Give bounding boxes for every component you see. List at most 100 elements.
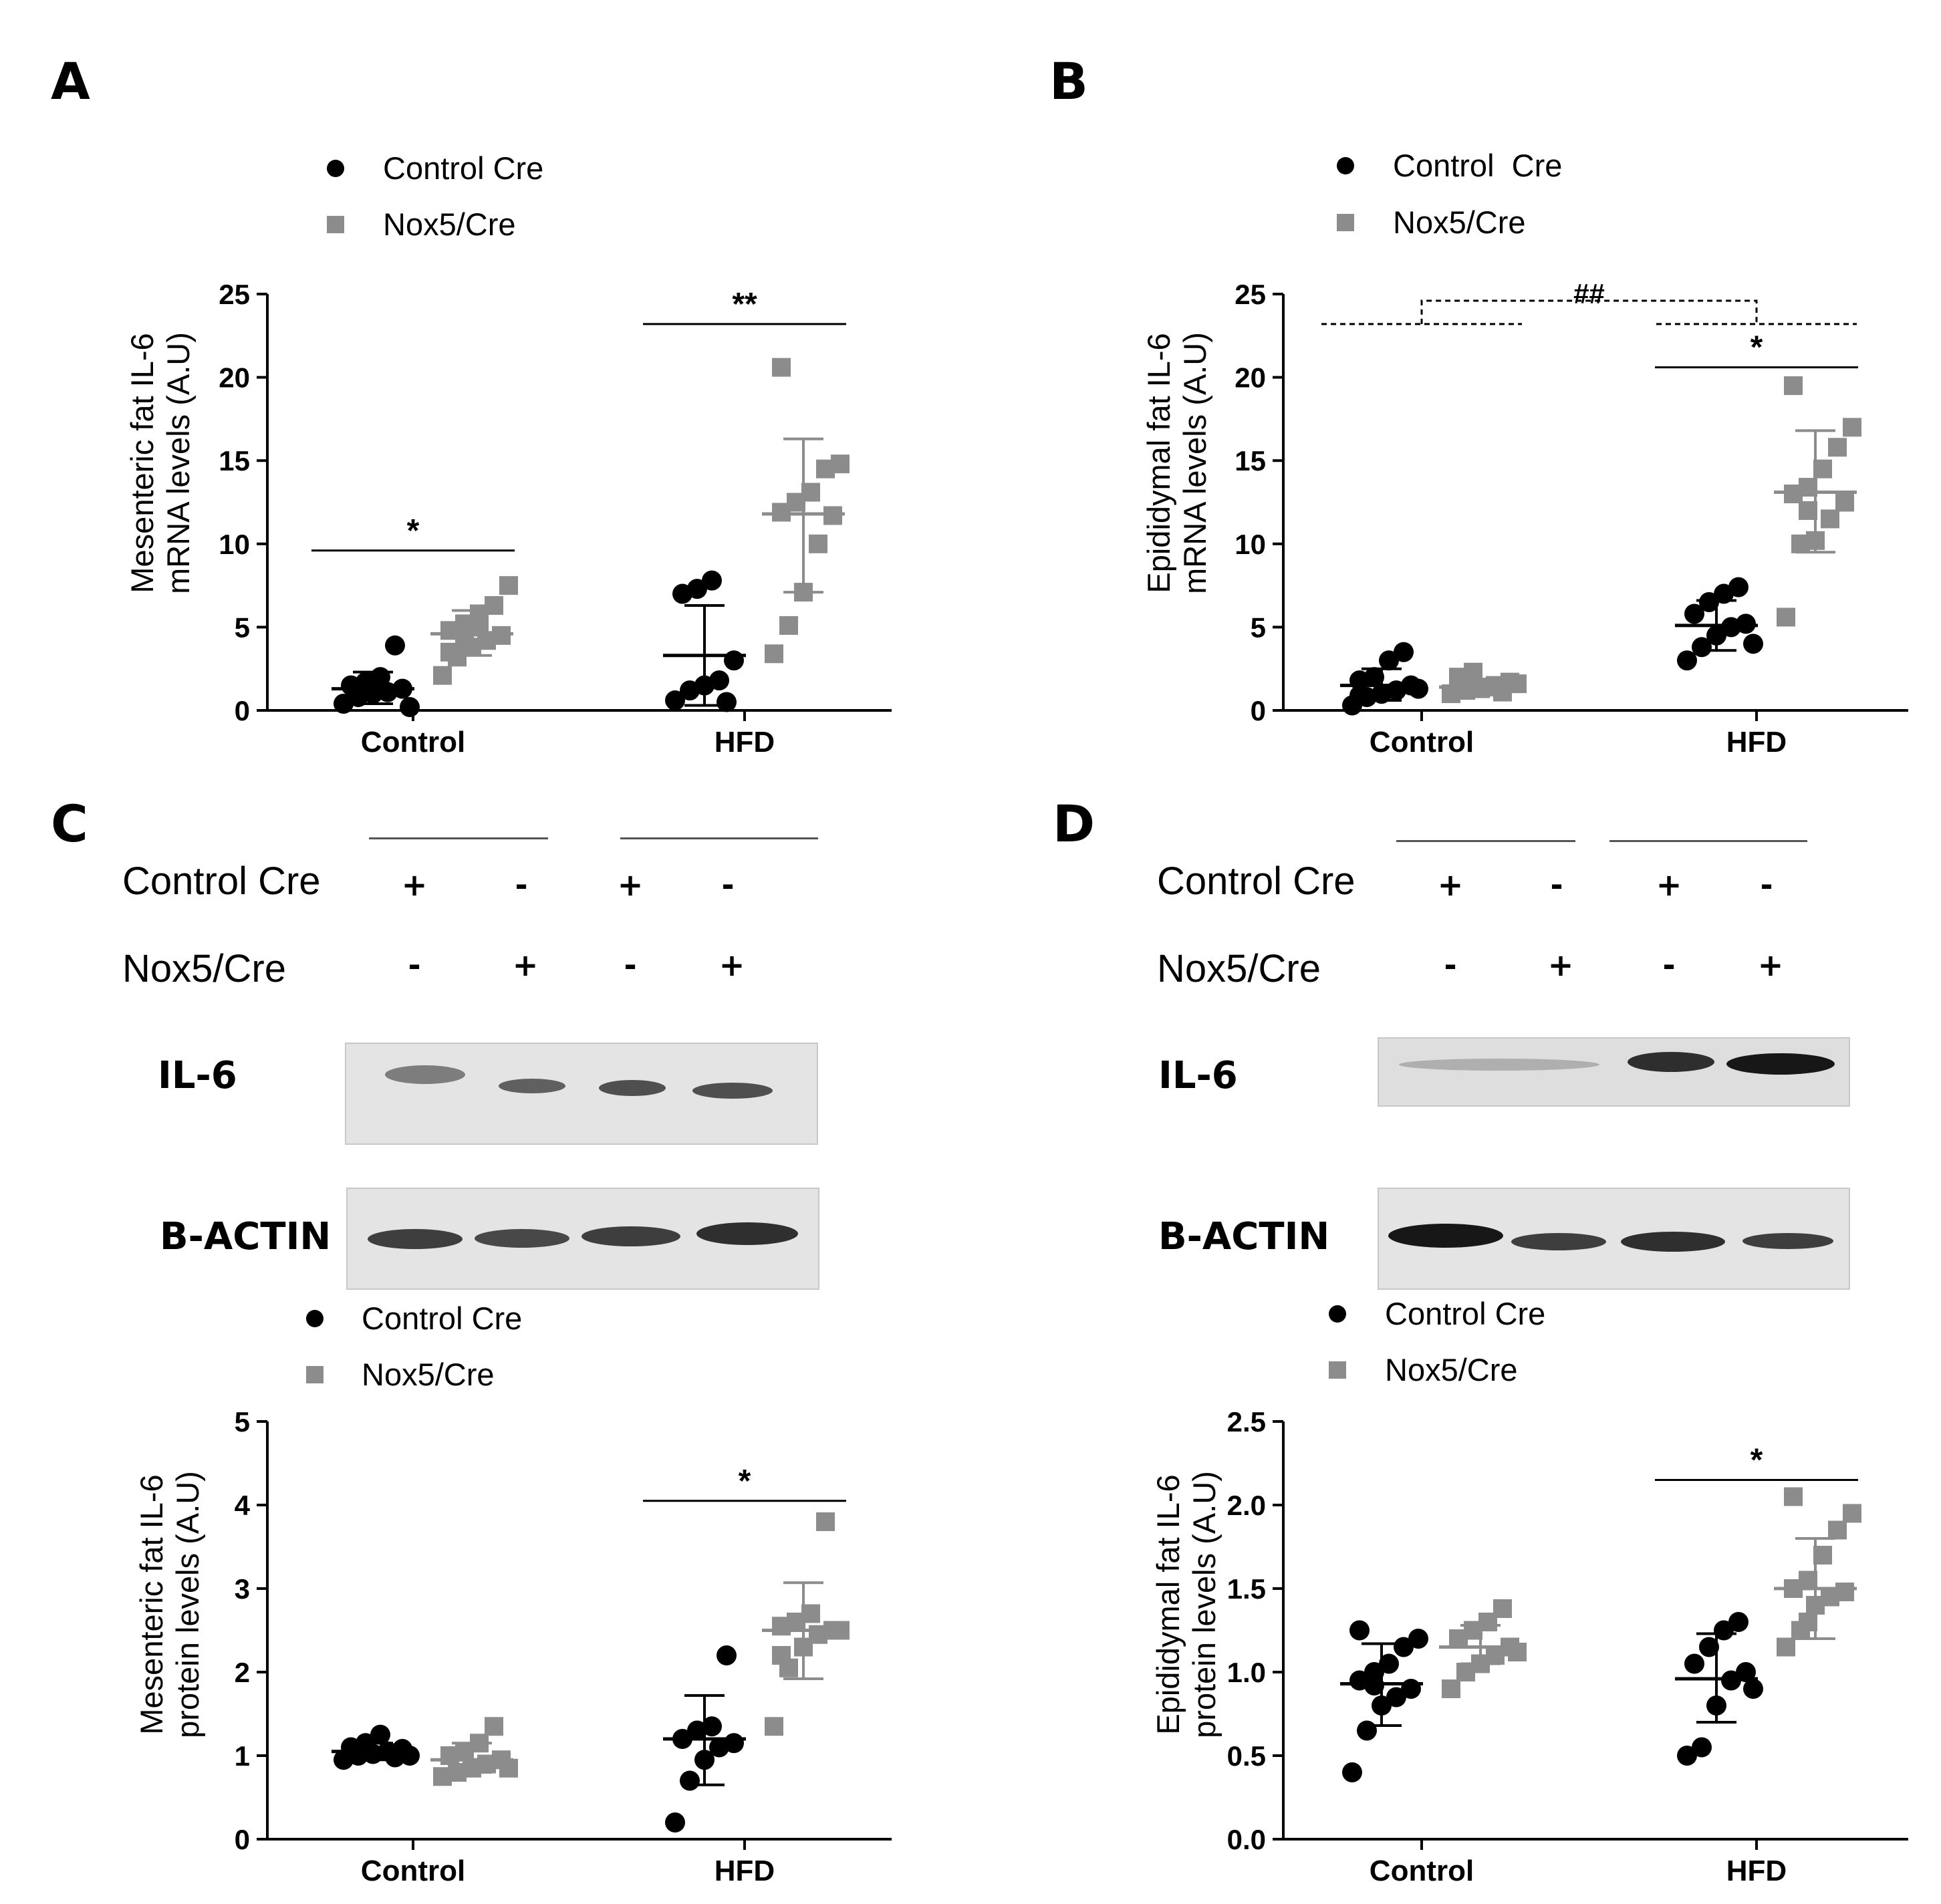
sign: + [617, 867, 644, 903]
data-point-nox5-cre [1777, 607, 1795, 627]
panel-label-d: D [1053, 794, 1095, 853]
y-tick-label: 2.5 [1227, 1406, 1266, 1438]
row-label-nox5-cre: Nox5/Cre [1157, 947, 1321, 990]
legend-marker-nox [327, 216, 344, 233]
band [385, 1065, 465, 1084]
legend-label-nox: Nox5/Cre [1385, 1352, 1518, 1387]
y-tick-label: 5 [235, 1406, 250, 1438]
data-point-control-cre [1677, 650, 1697, 671]
y-tick-label: 3 [235, 1573, 250, 1605]
band [1742, 1233, 1833, 1249]
y-tick-label: 20 [1235, 362, 1266, 394]
data-point-nox5-cre [1835, 1583, 1854, 1601]
data-point-nox5-cre [1821, 509, 1839, 529]
y-tick-label: 5 [235, 611, 250, 643]
data-point-control-cre [1408, 678, 1428, 699]
legend-label-control: Control Cre [1385, 1296, 1546, 1331]
band [1726, 1053, 1835, 1075]
data-point-nox5-cre [779, 616, 798, 635]
data-point-control-cre [702, 570, 722, 591]
data-point-control-cre [1357, 1720, 1377, 1741]
data-point-control-cre [724, 650, 744, 671]
x-tick-label: Control [1370, 726, 1474, 759]
sign: + [1757, 947, 1784, 983]
band [599, 1080, 666, 1096]
row-label-control-cre: Control Cre [122, 859, 321, 903]
data-point-control-cre [1342, 1762, 1362, 1782]
legend-label-control: Control Cre [383, 150, 544, 186]
data-point-control-cre [1684, 603, 1704, 624]
band [696, 1222, 798, 1245]
band-label-il6: IL-6 [158, 1054, 237, 1097]
y-tick-label: 4 [235, 1490, 251, 1521]
data-point-nox5-cre [485, 596, 503, 616]
group-bar-control [1396, 840, 1575, 842]
data-point-control-cre [400, 1746, 420, 1766]
sign: - [1760, 867, 1773, 903]
data-point-control-cre [1394, 642, 1414, 662]
band [581, 1226, 680, 1246]
row-label-nox5-cre: Nox5/Cre [122, 947, 286, 990]
data-point-control-cre [1364, 667, 1384, 688]
data-point-control-cre [385, 635, 405, 656]
data-point-control-cre [1349, 1620, 1370, 1641]
data-point-control-cre [1379, 1653, 1399, 1674]
data-point-control-cre [1743, 634, 1763, 654]
band-label-b-actin: B-ACTIN [160, 1215, 332, 1258]
band [1511, 1233, 1606, 1250]
data-point-control-cre [1743, 1679, 1763, 1699]
data-point-nox5-cre [765, 1717, 783, 1736]
data-point-control-cre [724, 1733, 744, 1754]
y-tick-label: 1 [235, 1740, 250, 1772]
data-point-control-cre [709, 670, 729, 691]
data-point-nox5-cre [499, 576, 518, 595]
bracket-dashed [1420, 299, 1758, 324]
data-point-nox5-cre [772, 358, 791, 377]
sign: + [1547, 947, 1574, 983]
data-point-control-cre [1728, 1612, 1749, 1632]
y-tick-label: 1.5 [1227, 1573, 1266, 1605]
sign: - [624, 947, 637, 983]
significance-label: * [1751, 1443, 1763, 1478]
y-tick-label: 25 [1235, 279, 1266, 310]
legend-label-nox: Nox5/Cre [383, 207, 516, 242]
data-point-control-cre [1394, 1637, 1414, 1657]
y-tick-label: 1.0 [1227, 1657, 1266, 1688]
band [1628, 1052, 1714, 1072]
legend-marker-nox [1329, 1361, 1346, 1379]
sign: + [1437, 867, 1464, 903]
data-point-control-cre [1684, 1653, 1704, 1674]
panel-label-b: B [1049, 51, 1088, 111]
data-point-nox5-cre [1493, 1599, 1512, 1618]
data-point-nox5-cre [485, 1717, 503, 1736]
band [692, 1083, 773, 1099]
data-point-control-cre [1692, 1737, 1712, 1758]
data-point-nox5-cre [1784, 1487, 1803, 1506]
data-point-control-cre [1386, 1687, 1406, 1708]
chart-panel-b: 0 5 10 15 20 25 Control HFD * ## [1235, 278, 1908, 759]
data-point-control-cre [370, 1724, 390, 1745]
legend-label-nox: Nox5/Cre [1393, 205, 1526, 240]
data-point-control-cre [665, 1812, 685, 1832]
sign: - [515, 867, 528, 903]
row-label-control-cre: Control Cre [1157, 859, 1355, 903]
data-point-control-cre [1714, 1620, 1734, 1641]
legend-marker-nox [1337, 214, 1354, 231]
y-tick-label: 2 [235, 1657, 250, 1688]
panel-label-a: A [51, 51, 90, 111]
sign: - [1444, 947, 1457, 983]
blot-b-actin-d [1378, 1188, 1850, 1290]
data-point-nox5-cre [1442, 1679, 1460, 1698]
data-point-control-cre [717, 692, 737, 712]
y-tick-label: 5 [1251, 611, 1266, 643]
blot-il6-c [345, 1043, 818, 1145]
x-tick-label: HFD [1726, 726, 1787, 759]
x-tick-label: HFD [715, 1855, 775, 1887]
data-point-nox5-cre [1843, 1504, 1861, 1523]
blot-il6-d [1378, 1037, 1850, 1107]
chart-panel-d: 0.0 0.5 1.0 1.5 2.0 2.5 Control HFD * [1227, 1406, 1908, 1887]
legend-label-control: Control Cre [362, 1301, 523, 1336]
sign: + [1656, 867, 1682, 903]
y-tick-label: 0 [235, 1824, 250, 1855]
